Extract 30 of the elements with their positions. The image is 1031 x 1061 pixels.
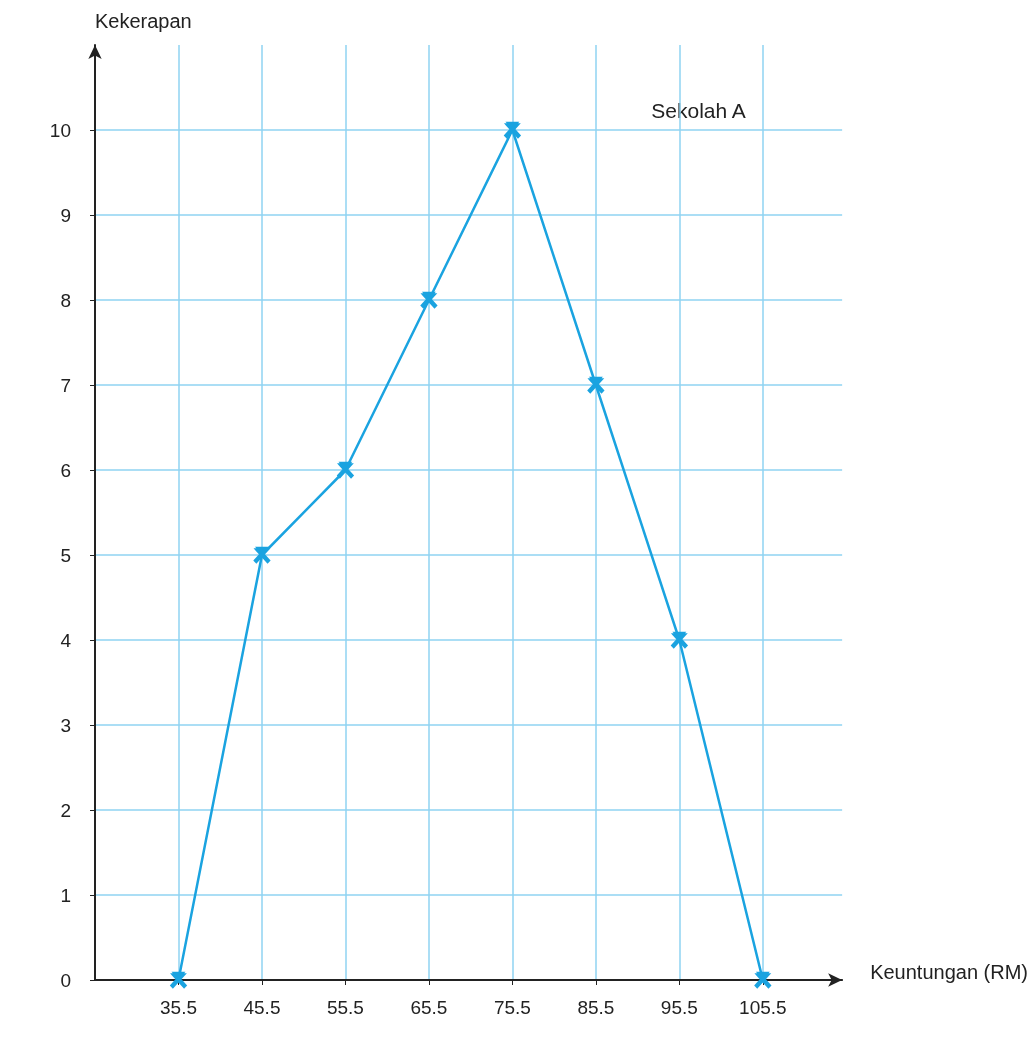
point: [754, 971, 772, 989]
x-tick-label: 55.5: [326, 997, 364, 1018]
point: [587, 376, 605, 394]
point: [420, 291, 438, 309]
y-tick-label: 0: [60, 969, 71, 991]
y-tick-label: 1: [60, 884, 71, 906]
x-tick-label: 105.5: [739, 997, 787, 1018]
point: [170, 971, 187, 989]
point: [504, 121, 521, 139]
annotation: Sekolah A: [651, 99, 746, 122]
x-tick-label: 35.5: [159, 997, 197, 1018]
y-tick-label: 6: [60, 459, 71, 481]
x-tick-label: 75.5: [493, 997, 531, 1018]
point: [337, 461, 354, 479]
point: [253, 546, 271, 564]
y-tick-label: 3: [60, 714, 71, 736]
x-tick-label: 65.5: [410, 997, 448, 1018]
y-tick-label: 8: [60, 289, 71, 311]
x-tick-label: 45.5: [243, 997, 281, 1018]
y-tick-label: 7: [60, 374, 71, 396]
x-tick-label: 85.5: [577, 997, 615, 1018]
point: [671, 631, 688, 649]
y-tick-label: 2: [60, 799, 71, 821]
y-tick-label: 9: [60, 204, 71, 226]
y-tick-label: 5: [60, 544, 71, 566]
y-axis-title: Kekerapan: [95, 10, 192, 32]
x-tick-label: 95.5: [660, 997, 698, 1018]
x-axis-title: Keuntungan (RM): [870, 961, 1029, 983]
y-tick-label: 4: [60, 629, 72, 651]
y-tick-label: 10: [49, 119, 71, 141]
